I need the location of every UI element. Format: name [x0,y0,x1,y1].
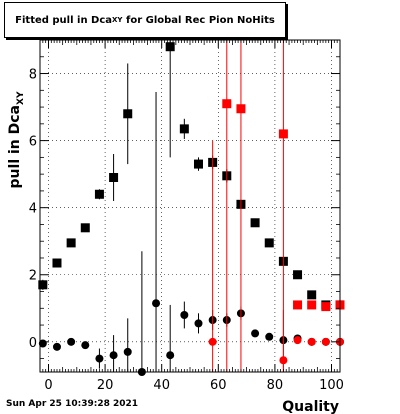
data-point-square [109,172,119,182]
data-point-square [179,124,189,134]
data-point-circle [166,351,175,360]
data-point-square [264,238,274,248]
title-main: Fitted pull in Dca [15,14,113,26]
data-point-circle [152,299,161,308]
y-tick-label: 4 [29,202,37,217]
title-rest: for Global Rec Pion NoHits [122,14,275,26]
x-tick-label: 80 [267,378,284,393]
plot-frame [39,39,341,373]
y-tick-label: 0 [29,336,37,351]
data-point-circle [67,337,76,346]
data-point-circle [194,319,203,328]
data-point-square [52,258,62,268]
data-point-circle [123,347,132,356]
data-points [38,40,345,376]
data-point-circle [208,337,217,346]
title-subscript: XY [112,16,123,24]
axis-ticks: 0 20 40 60 80 100 0 2 4 6 8 [29,39,344,393]
data-point-square [278,129,288,139]
data-point-circle [321,337,330,346]
data-point-square [250,218,260,228]
data-point-square [193,159,203,169]
x-tick-label: 100 [319,378,344,393]
y-tick-label: 2 [29,269,37,284]
grid-lines [40,40,340,372]
y-tick-label: 8 [29,68,37,83]
data-point-square [80,223,90,233]
data-point-square [307,300,317,310]
x-tick-label: 0 [44,378,52,393]
data-point-circle [251,329,260,338]
data-point-circle [81,341,90,350]
x-tick-label: 20 [97,378,114,393]
x-axis-label: Quality [282,399,339,414]
data-point-circle [279,356,288,365]
data-point-circle [95,354,104,363]
timestamp: Sun Apr 25 10:39:28 2021 [6,399,139,409]
data-point-square [165,42,175,52]
data-point-circle [109,351,118,360]
x-tick-label: 40 [153,378,170,393]
data-point-square [321,302,331,312]
data-point-square [293,270,303,280]
data-point-circle [180,310,189,319]
y-tick-label: 6 [29,135,37,150]
data-point-square [66,238,76,248]
x-tick-label: 60 [210,378,227,393]
data-point-circle [265,332,274,341]
data-point-square [222,99,232,109]
data-point-square [123,109,133,119]
data-point-circle [307,337,316,346]
data-point-square [293,300,303,310]
data-point-circle [52,342,61,351]
data-point-square [307,290,317,300]
data-point-circle [293,336,302,345]
data-point-square [38,280,48,290]
y-axis-label: pull in DcaXY [7,91,26,188]
data-point-square [94,189,104,199]
data-point-square [236,104,246,114]
chart-title: Fitted pull in Dca XY for Global Rec Pion… [4,2,286,38]
